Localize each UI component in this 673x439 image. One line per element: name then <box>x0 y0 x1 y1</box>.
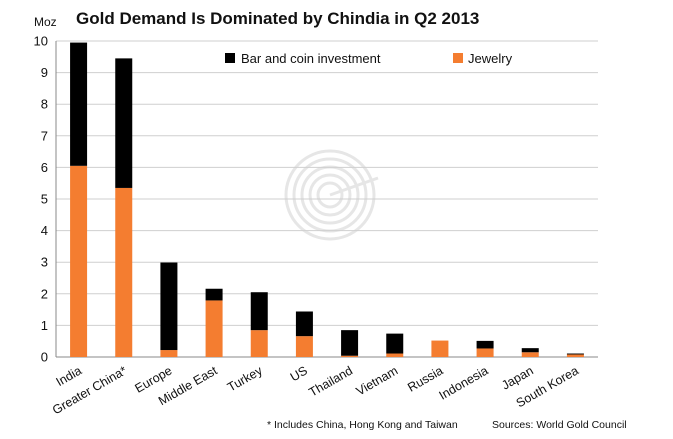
bar-jewelry <box>386 353 404 357</box>
legend-swatch-jewelry <box>453 53 463 63</box>
y-tick-label: 9 <box>41 65 48 80</box>
bars <box>70 42 584 357</box>
bar-jewelry <box>250 330 268 357</box>
source-note: Sources: World Gold Council <box>492 419 627 431</box>
x-category-label: India <box>54 363 85 389</box>
gridlines <box>55 40 598 358</box>
y-tick-label: 7 <box>41 128 48 143</box>
bar-bar-coin <box>70 42 88 166</box>
y-tick-label: 5 <box>41 192 48 207</box>
x-category-label: Thailand <box>307 363 356 399</box>
y-axis-unit: Moz <box>34 15 57 29</box>
y-tick-label: 0 <box>41 350 48 365</box>
bar-bar-coin <box>115 58 133 188</box>
bar-bar-coin <box>566 353 584 355</box>
bar-bar-coin <box>386 333 404 354</box>
y-tick-label: 10 <box>34 34 48 49</box>
bar-bar-coin <box>521 348 539 353</box>
y-tick-label: 8 <box>41 97 48 112</box>
watermark-logo-icon <box>284 149 379 241</box>
bar-jewelry <box>295 336 313 357</box>
y-axis-ticks: 0 1 2 3 4 5 6 7 8 9 10 <box>34 34 48 365</box>
x-category-label: Indonesia <box>437 363 491 402</box>
x-category-label: Turkey <box>225 363 265 394</box>
legend: Bar and coin investment Jewelry <box>225 51 513 66</box>
bar-bar-coin <box>341 330 359 356</box>
y-tick-label: 3 <box>41 255 48 270</box>
y-tick-label: 1 <box>41 318 48 333</box>
y-tick-label: 6 <box>41 160 48 175</box>
bar-bar-coin <box>295 311 313 337</box>
bar-jewelry <box>431 340 449 357</box>
x-category-label: Vietnam <box>354 363 401 398</box>
legend-swatch-bar-coin <box>225 53 235 63</box>
y-tick-label: 4 <box>41 223 48 238</box>
bar-bar-coin <box>476 340 494 349</box>
bar-jewelry <box>205 300 223 357</box>
bar-jewelry <box>476 348 494 357</box>
bar-bar-coin <box>250 292 268 331</box>
bar-bar-coin <box>160 262 178 351</box>
legend-label-jewelry: Jewelry <box>468 51 513 66</box>
y-tick-label: 2 <box>41 286 48 301</box>
bar-jewelry <box>521 352 539 357</box>
bar-jewelry <box>160 350 178 357</box>
bar-jewelry <box>341 355 359 357</box>
bar-jewelry <box>115 187 133 357</box>
bar-jewelry <box>70 165 88 357</box>
footnote: * Includes China, Hong Kong and Taiwan <box>267 419 458 431</box>
chart-title: Gold Demand Is Dominated by Chindia in Q… <box>76 9 479 28</box>
bar-jewelry <box>566 354 584 357</box>
legend-label-bar-coin: Bar and coin investment <box>241 51 381 66</box>
bar-bar-coin <box>205 288 223 301</box>
x-category-label: US <box>288 363 310 384</box>
